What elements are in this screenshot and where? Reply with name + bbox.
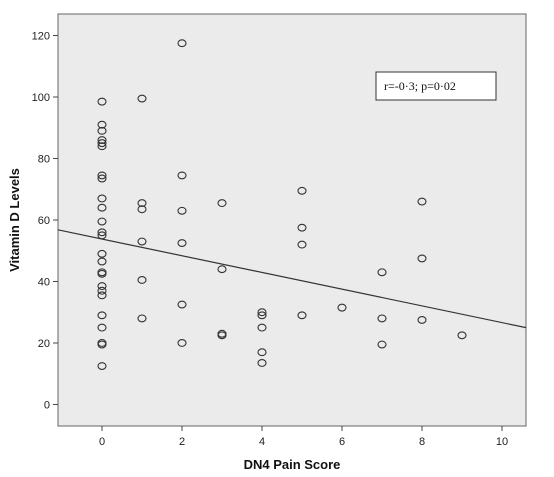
scatter-point xyxy=(97,136,107,145)
scatter-point xyxy=(97,120,107,129)
scatter-point xyxy=(97,217,107,226)
scatter-point xyxy=(297,240,307,249)
scatter-point xyxy=(177,39,187,48)
y-tick-label: 60 xyxy=(38,215,50,227)
scatter-point xyxy=(417,197,427,206)
y-tick-label: 0 xyxy=(44,399,50,411)
x-axis-title: DN4 Pain Score xyxy=(244,457,341,472)
scatter-point xyxy=(177,339,187,347)
scatter-point xyxy=(137,94,147,103)
scatter-point xyxy=(177,171,187,180)
scatter-point xyxy=(137,237,147,246)
scatter-point xyxy=(97,97,107,106)
scatter-point xyxy=(377,268,387,277)
scatter-point xyxy=(337,303,347,312)
scatter-point xyxy=(97,323,107,332)
scatter-point xyxy=(97,142,107,151)
scatter-point xyxy=(137,276,147,284)
annotation-box: r=-0·3; p=0·02 xyxy=(375,71,497,101)
scatter-point xyxy=(137,314,147,323)
scatter-point xyxy=(297,223,307,232)
y-axis-title: Vitamin D Levels xyxy=(7,168,22,272)
y-tick-label: 120 xyxy=(32,31,50,43)
scatter-point xyxy=(97,228,107,237)
data-points xyxy=(97,39,467,370)
y-tick-label: 40 xyxy=(38,276,50,288)
annotation-text: r=-0·3; p=0·02 xyxy=(384,79,456,93)
scatter-point xyxy=(457,331,467,340)
scatter-point xyxy=(97,139,107,148)
scatter-point xyxy=(417,315,427,324)
scatter-point xyxy=(297,311,307,320)
regression-line xyxy=(57,229,527,329)
scatter-point xyxy=(97,203,107,212)
x-tick-label: 0 xyxy=(99,436,105,448)
x-axis: 0 2 4 6 8 10 xyxy=(99,426,508,448)
y-tick-label: 80 xyxy=(38,154,50,166)
scatter-point xyxy=(137,199,147,208)
scatter-point xyxy=(257,308,267,317)
scatter-point xyxy=(137,205,147,214)
scatter-point xyxy=(417,254,427,263)
scatter-point xyxy=(97,249,107,258)
scatter-point xyxy=(177,300,187,309)
scatter-point xyxy=(97,194,107,203)
scatter-point xyxy=(257,323,267,332)
scatter-point xyxy=(297,186,307,195)
scatter-point xyxy=(377,340,387,349)
scatter-point xyxy=(217,331,227,340)
scatter-point xyxy=(377,314,387,323)
scatter-point xyxy=(257,348,267,357)
scatter-point xyxy=(97,340,107,349)
scatter-point xyxy=(97,257,107,266)
scatter-point xyxy=(217,265,227,274)
scatter-point xyxy=(257,359,267,367)
scatter-point xyxy=(97,282,107,291)
y-axis: 0 20 40 60 80 100 120 xyxy=(32,31,58,411)
scatter-point xyxy=(217,199,227,208)
scatter-point xyxy=(177,206,187,215)
x-tick-label: 4 xyxy=(259,436,265,448)
scatter-point xyxy=(97,269,107,278)
x-tick-label: 6 xyxy=(339,436,345,448)
y-tick-label: 20 xyxy=(38,338,50,350)
scatter-point xyxy=(97,311,107,320)
x-tick-label: 2 xyxy=(179,436,185,448)
scatter-point xyxy=(97,362,107,370)
scatter-point xyxy=(97,291,107,300)
scatter-point xyxy=(97,174,107,183)
scatter-point xyxy=(257,311,267,320)
scatter-point xyxy=(177,239,187,248)
scatter-point xyxy=(97,171,107,180)
x-tick-label: 8 xyxy=(419,436,425,448)
scatter-point xyxy=(97,126,107,135)
y-tick-label: 100 xyxy=(32,92,50,104)
x-tick-label: 10 xyxy=(496,436,508,448)
scatter-point xyxy=(97,286,107,295)
